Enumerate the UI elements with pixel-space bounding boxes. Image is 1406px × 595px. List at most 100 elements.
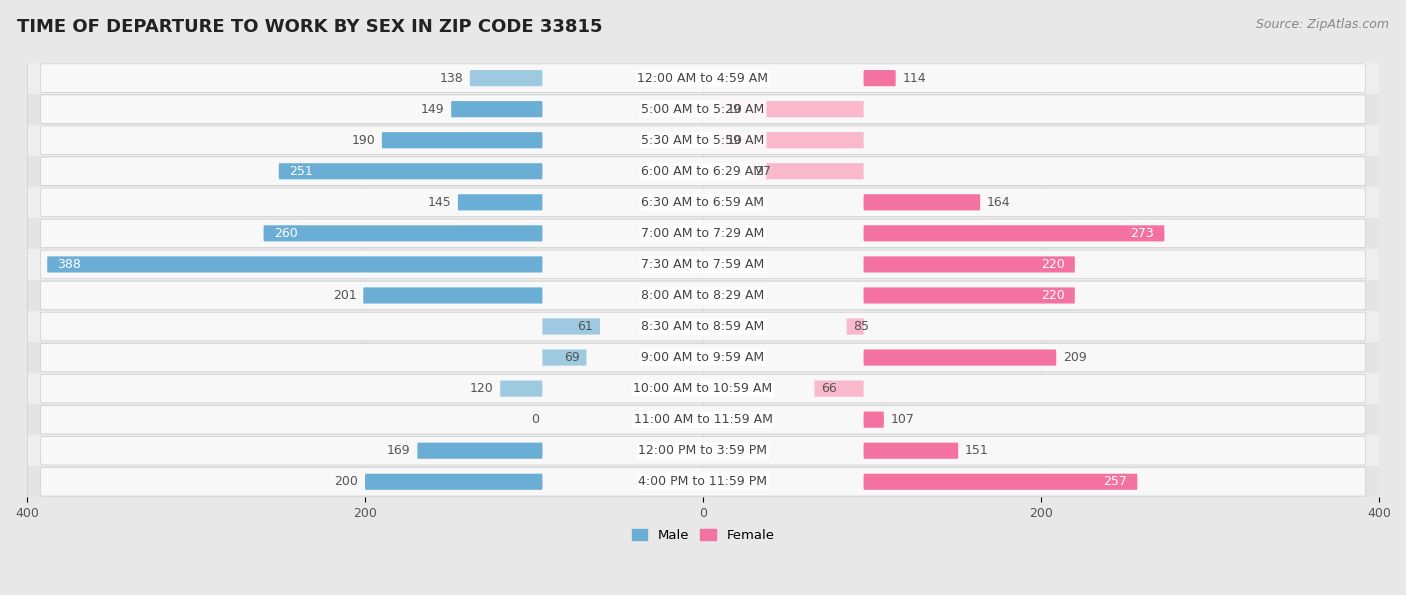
FancyBboxPatch shape [451,101,543,117]
FancyBboxPatch shape [720,132,863,148]
Text: 388: 388 [58,258,82,271]
Text: 8:00 AM to 8:29 AM: 8:00 AM to 8:29 AM [641,289,765,302]
Bar [27,373,1379,404]
Text: 220: 220 [1040,289,1064,302]
Legend: Male, Female: Male, Female [626,524,780,547]
FancyBboxPatch shape [41,250,1365,278]
Text: 12:00 AM to 4:59 AM: 12:00 AM to 4:59 AM [637,71,769,84]
Text: 66: 66 [821,382,837,395]
FancyBboxPatch shape [470,70,543,86]
FancyBboxPatch shape [41,468,1365,496]
Text: 9:00 AM to 9:59 AM: 9:00 AM to 9:59 AM [641,351,765,364]
Text: 190: 190 [352,134,375,147]
FancyBboxPatch shape [846,318,863,334]
Text: 6:30 AM to 6:59 AM: 6:30 AM to 6:59 AM [641,196,765,209]
Text: 7:30 AM to 7:59 AM: 7:30 AM to 7:59 AM [641,258,765,271]
Text: 61: 61 [578,320,593,333]
Text: 273: 273 [1130,227,1154,240]
FancyBboxPatch shape [863,349,1056,366]
FancyBboxPatch shape [41,64,1365,92]
FancyBboxPatch shape [863,194,980,211]
FancyBboxPatch shape [41,281,1365,310]
FancyBboxPatch shape [863,287,1074,303]
Text: 27: 27 [755,165,772,178]
Bar [27,466,1379,497]
FancyBboxPatch shape [41,157,1365,186]
Bar [27,218,1379,249]
Text: 10: 10 [727,134,742,147]
FancyBboxPatch shape [543,349,586,366]
Text: 107: 107 [890,413,914,426]
Text: 200: 200 [335,475,359,488]
FancyBboxPatch shape [41,219,1365,248]
Text: 257: 257 [1104,475,1128,488]
FancyBboxPatch shape [863,226,1164,242]
FancyBboxPatch shape [366,474,543,490]
FancyBboxPatch shape [263,226,543,242]
Text: 138: 138 [439,71,463,84]
Text: 5:30 AM to 5:59 AM: 5:30 AM to 5:59 AM [641,134,765,147]
FancyBboxPatch shape [863,474,1137,490]
Text: 8:30 AM to 8:59 AM: 8:30 AM to 8:59 AM [641,320,765,333]
Text: 10:00 AM to 10:59 AM: 10:00 AM to 10:59 AM [634,382,772,395]
FancyBboxPatch shape [41,312,1365,341]
FancyBboxPatch shape [418,443,543,459]
FancyBboxPatch shape [41,95,1365,123]
Text: 5:00 AM to 5:29 AM: 5:00 AM to 5:29 AM [641,103,765,115]
Bar [27,404,1379,435]
FancyBboxPatch shape [863,70,896,86]
Text: 10: 10 [727,103,742,115]
Bar [27,280,1379,311]
Text: TIME OF DEPARTURE TO WORK BY SEX IN ZIP CODE 33815: TIME OF DEPARTURE TO WORK BY SEX IN ZIP … [17,18,602,36]
Text: 85: 85 [853,320,869,333]
Text: 169: 169 [387,444,411,457]
Text: 220: 220 [1040,258,1064,271]
Bar [27,187,1379,218]
Bar [27,62,1379,93]
FancyBboxPatch shape [814,381,863,397]
FancyBboxPatch shape [382,132,543,148]
Bar [27,249,1379,280]
Text: Source: ZipAtlas.com: Source: ZipAtlas.com [1256,18,1389,31]
Text: 209: 209 [1063,351,1087,364]
FancyBboxPatch shape [863,443,959,459]
Text: 120: 120 [470,382,494,395]
Text: 251: 251 [288,165,312,178]
Text: 7:00 AM to 7:29 AM: 7:00 AM to 7:29 AM [641,227,765,240]
Text: 149: 149 [420,103,444,115]
FancyBboxPatch shape [458,194,543,211]
FancyBboxPatch shape [863,256,1074,273]
FancyBboxPatch shape [720,101,863,117]
Text: 0: 0 [531,413,538,426]
FancyBboxPatch shape [501,381,543,397]
FancyBboxPatch shape [41,126,1365,155]
Bar [27,342,1379,373]
FancyBboxPatch shape [48,256,543,273]
Bar [27,125,1379,156]
Bar [27,93,1379,125]
FancyBboxPatch shape [41,374,1365,403]
FancyBboxPatch shape [278,163,543,179]
Text: 151: 151 [965,444,988,457]
Text: 11:00 AM to 11:59 AM: 11:00 AM to 11:59 AM [634,413,772,426]
Text: 260: 260 [274,227,298,240]
Text: 4:00 PM to 11:59 PM: 4:00 PM to 11:59 PM [638,475,768,488]
FancyBboxPatch shape [748,163,863,179]
Text: 12:00 PM to 3:59 PM: 12:00 PM to 3:59 PM [638,444,768,457]
Text: 69: 69 [564,351,579,364]
Text: 145: 145 [427,196,451,209]
Bar [27,156,1379,187]
Bar [27,311,1379,342]
FancyBboxPatch shape [543,318,600,334]
Text: 164: 164 [987,196,1011,209]
FancyBboxPatch shape [41,405,1365,434]
FancyBboxPatch shape [41,343,1365,372]
Text: 114: 114 [903,71,927,84]
FancyBboxPatch shape [41,188,1365,217]
Bar [27,435,1379,466]
FancyBboxPatch shape [863,412,884,428]
Text: 201: 201 [333,289,357,302]
Text: 6:00 AM to 6:29 AM: 6:00 AM to 6:29 AM [641,165,765,178]
FancyBboxPatch shape [363,287,543,303]
FancyBboxPatch shape [41,436,1365,465]
